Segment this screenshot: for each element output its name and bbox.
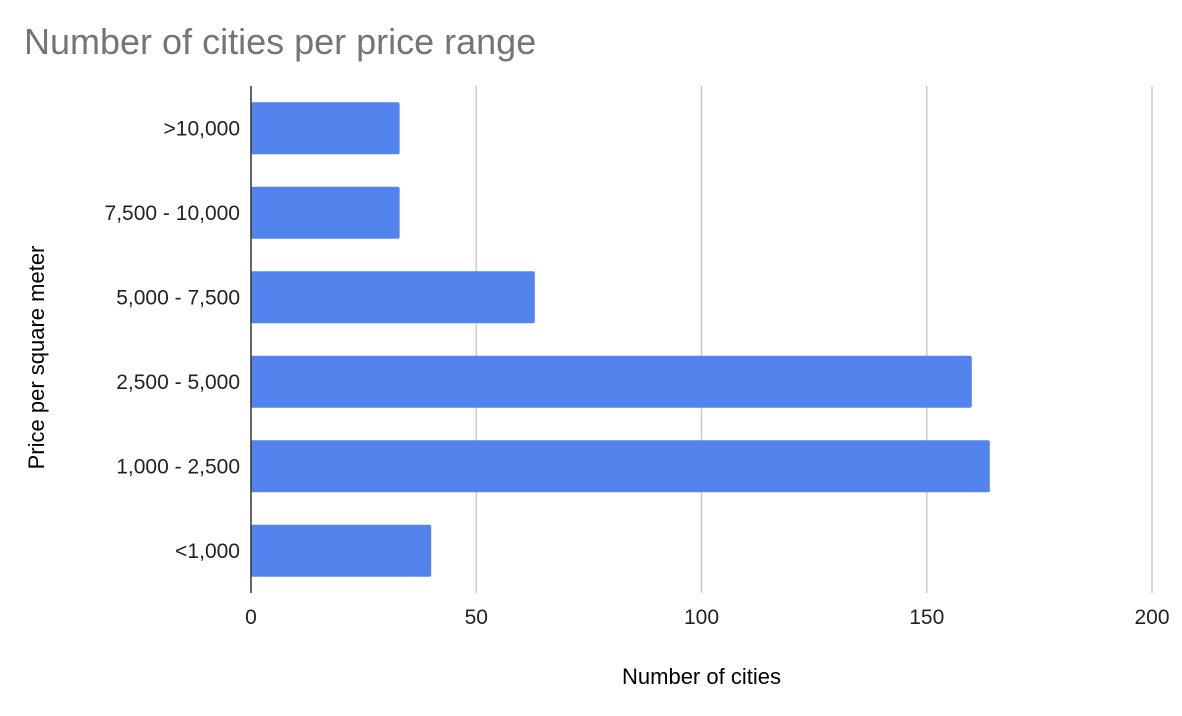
y-tick-label: >10,000 [164,117,241,140]
bars [251,102,990,577]
y-tick-labels: >10,000 7,500 - 10,000 5,000 - 7,500 2,500 … [105,117,240,563]
y-tick-label: 5,000 - 7,500 [116,286,240,309]
x-tick-labels: 0 50 100 150 200 [245,606,1169,629]
x-tick-label: 0 [245,606,257,629]
x-tick-label: 200 [1134,606,1169,629]
x-tick-label: 150 [909,606,944,629]
bar [251,102,400,155]
x-axis-label: Number of cities [622,664,781,689]
x-tick-label: 100 [684,606,719,629]
y-tick-label: 2,500 - 5,000 [116,371,240,394]
bar [251,355,972,408]
y-axis-label: Price per square meter [24,246,49,470]
x-tick-label: 50 [465,606,488,629]
gridlines [475,86,1153,593]
y-tick-label: <1,000 [175,540,240,563]
y-tick-label: 7,500 - 10,000 [105,202,240,225]
bar [251,271,535,324]
bar [251,524,432,577]
bar [251,186,400,239]
y-tick-label: 1,000 - 2,500 [116,455,240,478]
bar [251,440,990,493]
chart-title: Number of cities per price range [24,21,536,62]
